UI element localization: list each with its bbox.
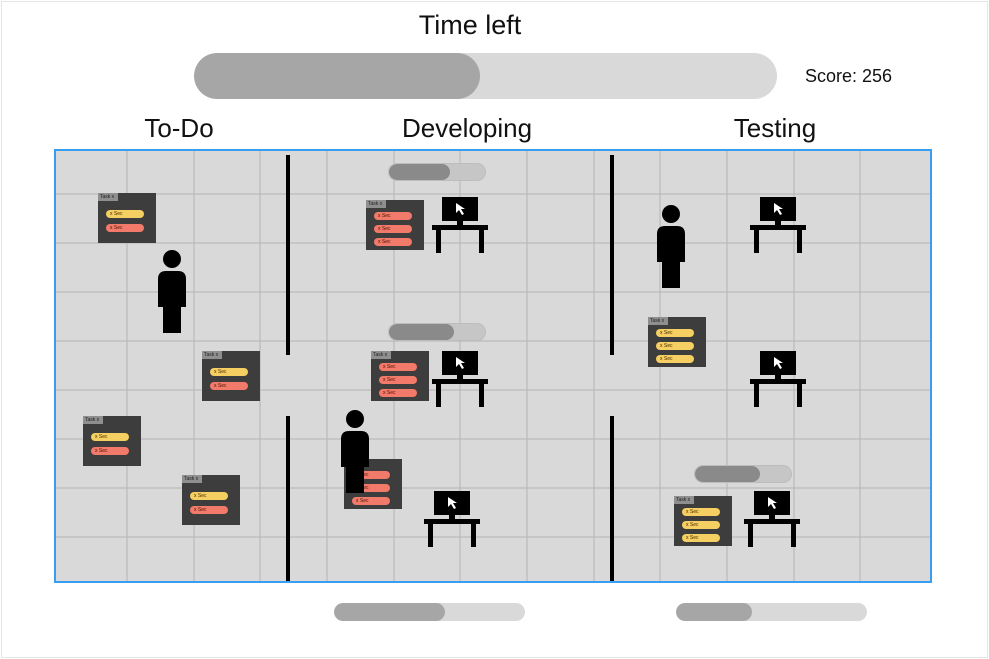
computer-desk-icon[interactable]	[430, 195, 490, 255]
task-pill: x Sec	[379, 363, 417, 371]
cursor-icon	[448, 497, 457, 509]
task-card[interactable]: Task x x Sec x Sec	[182, 475, 240, 525]
column-divider	[286, 155, 290, 355]
task-pill: x Sec	[352, 497, 390, 505]
task-pill: x Sec	[656, 355, 694, 363]
task-pill: x Sec	[91, 433, 129, 441]
time-left-title: Time left	[418, 10, 522, 40]
computer-desk-icon[interactable]	[748, 349, 808, 409]
work-progress-bar	[388, 163, 486, 181]
computer-desk-icon[interactable]	[748, 195, 808, 255]
computer-desk-icon[interactable]	[742, 489, 802, 549]
computer-desk-icon[interactable]	[422, 489, 482, 549]
column-header-todo: To-Do	[144, 113, 214, 143]
task-pill: x Sec	[656, 342, 694, 350]
task-card[interactable]: Task x x Sec x Sec	[202, 351, 260, 401]
task-tab: Task x	[371, 351, 391, 359]
work-progress-fill	[695, 466, 761, 482]
task-pill: x Sec	[106, 224, 144, 232]
work-progress-fill	[389, 324, 455, 340]
task-pill: x Sec	[106, 210, 144, 218]
task-tab: Task x	[83, 416, 103, 424]
work-progress-bar	[388, 323, 486, 341]
developing-column-progress-fill	[334, 603, 445, 621]
computer-desk-icon[interactable]	[430, 349, 490, 409]
time-left-fill	[194, 53, 480, 99]
column-header-developing: Developing	[401, 113, 533, 143]
task-card[interactable]: Task x x Sec x Sec x Sec	[366, 200, 424, 250]
score-display: Score: 256	[805, 66, 893, 86]
task-pill: x Sec	[682, 534, 720, 542]
cursor-icon	[456, 357, 465, 369]
column-header-testing: Testing	[733, 113, 817, 143]
time-left-bar	[194, 53, 777, 99]
board-grid	[56, 151, 930, 581]
column-divider	[286, 416, 290, 581]
task-pill: x Sec	[91, 447, 129, 455]
task-card[interactable]: Task x x Sec x Sec	[98, 193, 156, 243]
cursor-icon	[768, 497, 777, 509]
task-pill: x Sec	[379, 376, 417, 384]
task-pill: x Sec	[379, 389, 417, 397]
work-progress-fill	[389, 164, 451, 180]
task-pill: x Sec	[656, 329, 694, 337]
person-icon[interactable]	[152, 249, 192, 339]
task-pill: x Sec	[210, 382, 248, 390]
person-icon[interactable]	[651, 204, 691, 294]
testing-column-progress-fill	[676, 603, 753, 621]
column-divider	[610, 416, 614, 581]
task-tab: Task x	[648, 317, 668, 325]
task-pill: x Sec	[210, 368, 248, 376]
task-card[interactable]: Task x x Sec x Sec x Sec	[674, 496, 732, 546]
cursor-icon	[774, 203, 783, 215]
task-pill: x Sec	[374, 225, 412, 233]
task-tab: Task x	[98, 193, 118, 201]
task-card[interactable]: Task x x Sec x Sec x Sec	[371, 351, 429, 401]
cursor-icon	[456, 203, 465, 215]
work-progress-bar	[694, 465, 792, 483]
task-tab: Task x	[674, 496, 694, 504]
developing-column-progress	[334, 603, 525, 621]
testing-column-progress	[676, 603, 867, 621]
task-pill: x Sec	[682, 521, 720, 529]
task-pill: x Sec	[374, 238, 412, 246]
task-pill: x Sec	[682, 508, 720, 516]
task-pill: x Sec	[190, 506, 228, 514]
cursor-icon	[774, 357, 783, 369]
person-icon[interactable]	[335, 409, 375, 499]
kanban-board[interactable]: Task x x Sec x Sec Task x x Sec x Sec Ta…	[54, 149, 932, 583]
task-card[interactable]: Task x x Sec x Sec x Sec	[648, 317, 706, 367]
task-pill: x Sec	[374, 212, 412, 220]
task-tab: Task x	[182, 475, 202, 483]
task-tab: Task x	[202, 351, 222, 359]
task-pill: x Sec	[190, 492, 228, 500]
task-tab: Task x	[366, 200, 386, 208]
column-divider	[610, 155, 614, 355]
task-card[interactable]: Task x x Sec x Sec	[83, 416, 141, 466]
